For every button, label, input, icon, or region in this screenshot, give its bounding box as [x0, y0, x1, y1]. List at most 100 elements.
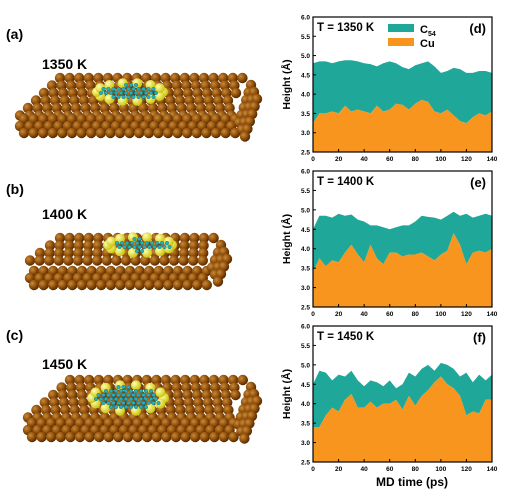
cu-atom: [38, 279, 49, 291]
cu-atom: [199, 431, 210, 443]
cu-atom: [208, 232, 219, 244]
edge-atom: [106, 236, 117, 247]
cu-atom: [82, 255, 93, 266]
c54-atom: [128, 90, 133, 95]
edge-atom: [155, 246, 165, 257]
c54-atom: [154, 240, 159, 245]
cu-atom: [115, 279, 126, 291]
c54-atom: [138, 90, 143, 95]
cu-atom: [201, 127, 212, 139]
c54-atom: [96, 393, 101, 398]
y-tick-label: 2.5: [301, 305, 310, 312]
plot-frame: [312, 325, 493, 463]
cu-atom: [105, 127, 116, 139]
c54-atom: [111, 393, 116, 398]
cu-atom: [140, 255, 151, 266]
c54-atom: [123, 397, 128, 402]
panel-tag-c: (c): [6, 327, 23, 343]
c54-atom: [123, 82, 128, 87]
x-tick-label: 100: [435, 466, 446, 473]
panel-tag: (d): [469, 21, 486, 36]
panel-tag-a: (a): [6, 26, 23, 42]
c54-atom: [103, 90, 108, 95]
cu-atom: [168, 255, 180, 266]
c54-atom: [151, 86, 156, 91]
c54-atom: [113, 405, 118, 410]
cu-atom: [64, 232, 75, 244]
cu-atom: [239, 433, 250, 444]
temp-label-a: 1350 K: [42, 56, 87, 72]
temp-label-c: 1450 K: [42, 356, 87, 372]
cu-atom: [34, 255, 45, 266]
c54-atom: [153, 90, 158, 95]
c54-atom: [152, 244, 157, 249]
y-tick-label: 2.5: [301, 150, 310, 157]
legend-label-cu: Cu: [420, 38, 435, 50]
cu-atom: [182, 127, 193, 139]
cu-atom: [161, 431, 172, 443]
c54-atom: [147, 244, 152, 249]
y-tick-label: 5.5: [301, 34, 310, 41]
x-tick-label: 40: [361, 466, 369, 473]
cu-atom: [172, 279, 184, 291]
c54-atom: [117, 244, 122, 249]
c54-atom: [122, 244, 127, 249]
c54-atom: [126, 385, 131, 390]
c54-atom: [151, 401, 156, 406]
legend-label-c54-sub: 54: [428, 31, 436, 38]
c54-atom: [108, 397, 113, 402]
c54-atom: [121, 94, 126, 99]
c54-atom: [153, 397, 158, 402]
c54-atom: [148, 90, 153, 95]
cu-atom: [92, 255, 103, 266]
temp-label-b: 1400 K: [42, 206, 87, 222]
c54-atom: [149, 240, 154, 245]
cu-atom: [96, 279, 107, 291]
c54-atom: [129, 240, 134, 245]
cu-atom: [63, 255, 74, 266]
cu-atom: [198, 247, 209, 259]
cu-atom: [103, 431, 115, 443]
cu-atom: [67, 279, 78, 291]
y-tick-label: 3.5: [301, 111, 310, 118]
c54-atom: [111, 86, 116, 91]
c54-atom: [128, 405, 133, 410]
cu-atom: [65, 431, 76, 443]
c54-atom: [141, 393, 146, 398]
y-tick-label: 4.5: [301, 382, 310, 389]
y-tick-label: 3.0: [301, 130, 310, 137]
y-tick-label: 5.0: [301, 362, 310, 369]
cu-atom: [198, 240, 209, 251]
cu-atom: [124, 127, 135, 139]
c54-atom: [124, 240, 129, 245]
cu-atom: [93, 232, 104, 244]
series-cu-area: [313, 99, 492, 152]
legend-label-c54: C: [420, 24, 428, 36]
c54-atom: [141, 86, 146, 91]
cu-atom: [239, 131, 251, 142]
cu-atom: [189, 232, 200, 244]
c54-atom: [114, 240, 119, 245]
c54-atom: [151, 94, 156, 99]
c54-atom: [133, 389, 138, 394]
c54-atom: [113, 397, 118, 402]
cu-atom: [130, 255, 141, 266]
c54-atom: [136, 401, 141, 406]
cu-atom: [172, 127, 183, 139]
cu-atom: [53, 255, 64, 266]
slab-image-b: [24, 232, 233, 291]
c54-atom: [136, 86, 141, 91]
temperature-annotation: T = 1450 K: [317, 331, 375, 343]
x-tick-label: 80: [412, 156, 420, 163]
c54-atom: [101, 393, 106, 398]
legend: C 54 Cu: [388, 24, 436, 50]
y-tick-label: 6.0: [301, 15, 310, 22]
cu-atom: [212, 276, 224, 287]
c54-atom: [136, 393, 141, 398]
c54-atom: [101, 86, 106, 91]
cu-atom: [86, 127, 97, 139]
cu-atom: [210, 127, 222, 139]
c54-atom: [119, 240, 124, 245]
y-tick-label: 6.0: [301, 324, 310, 331]
x-tick-label: 140: [487, 466, 498, 473]
